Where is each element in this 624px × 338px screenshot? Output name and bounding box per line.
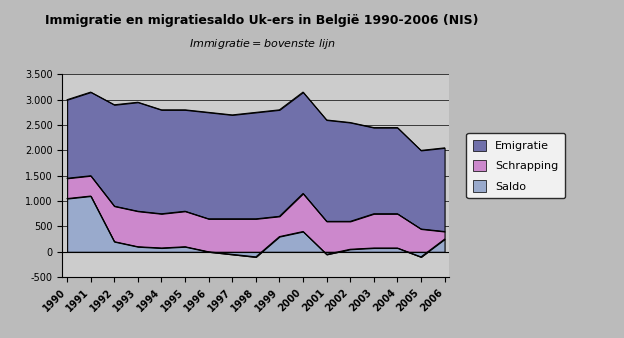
Text: Immigratie en migratiesaldo Uk-ers in België 1990-2006 (NIS): Immigratie en migratiesaldo Uk-ers in Be… [46,14,479,26]
Text: $\it{Immigratie = bovenste\ lijn}$: $\it{Immigratie = bovenste\ lijn}$ [188,37,336,51]
Legend: Emigratie, Schrapping, Saldo: Emigratie, Schrapping, Saldo [467,133,565,198]
